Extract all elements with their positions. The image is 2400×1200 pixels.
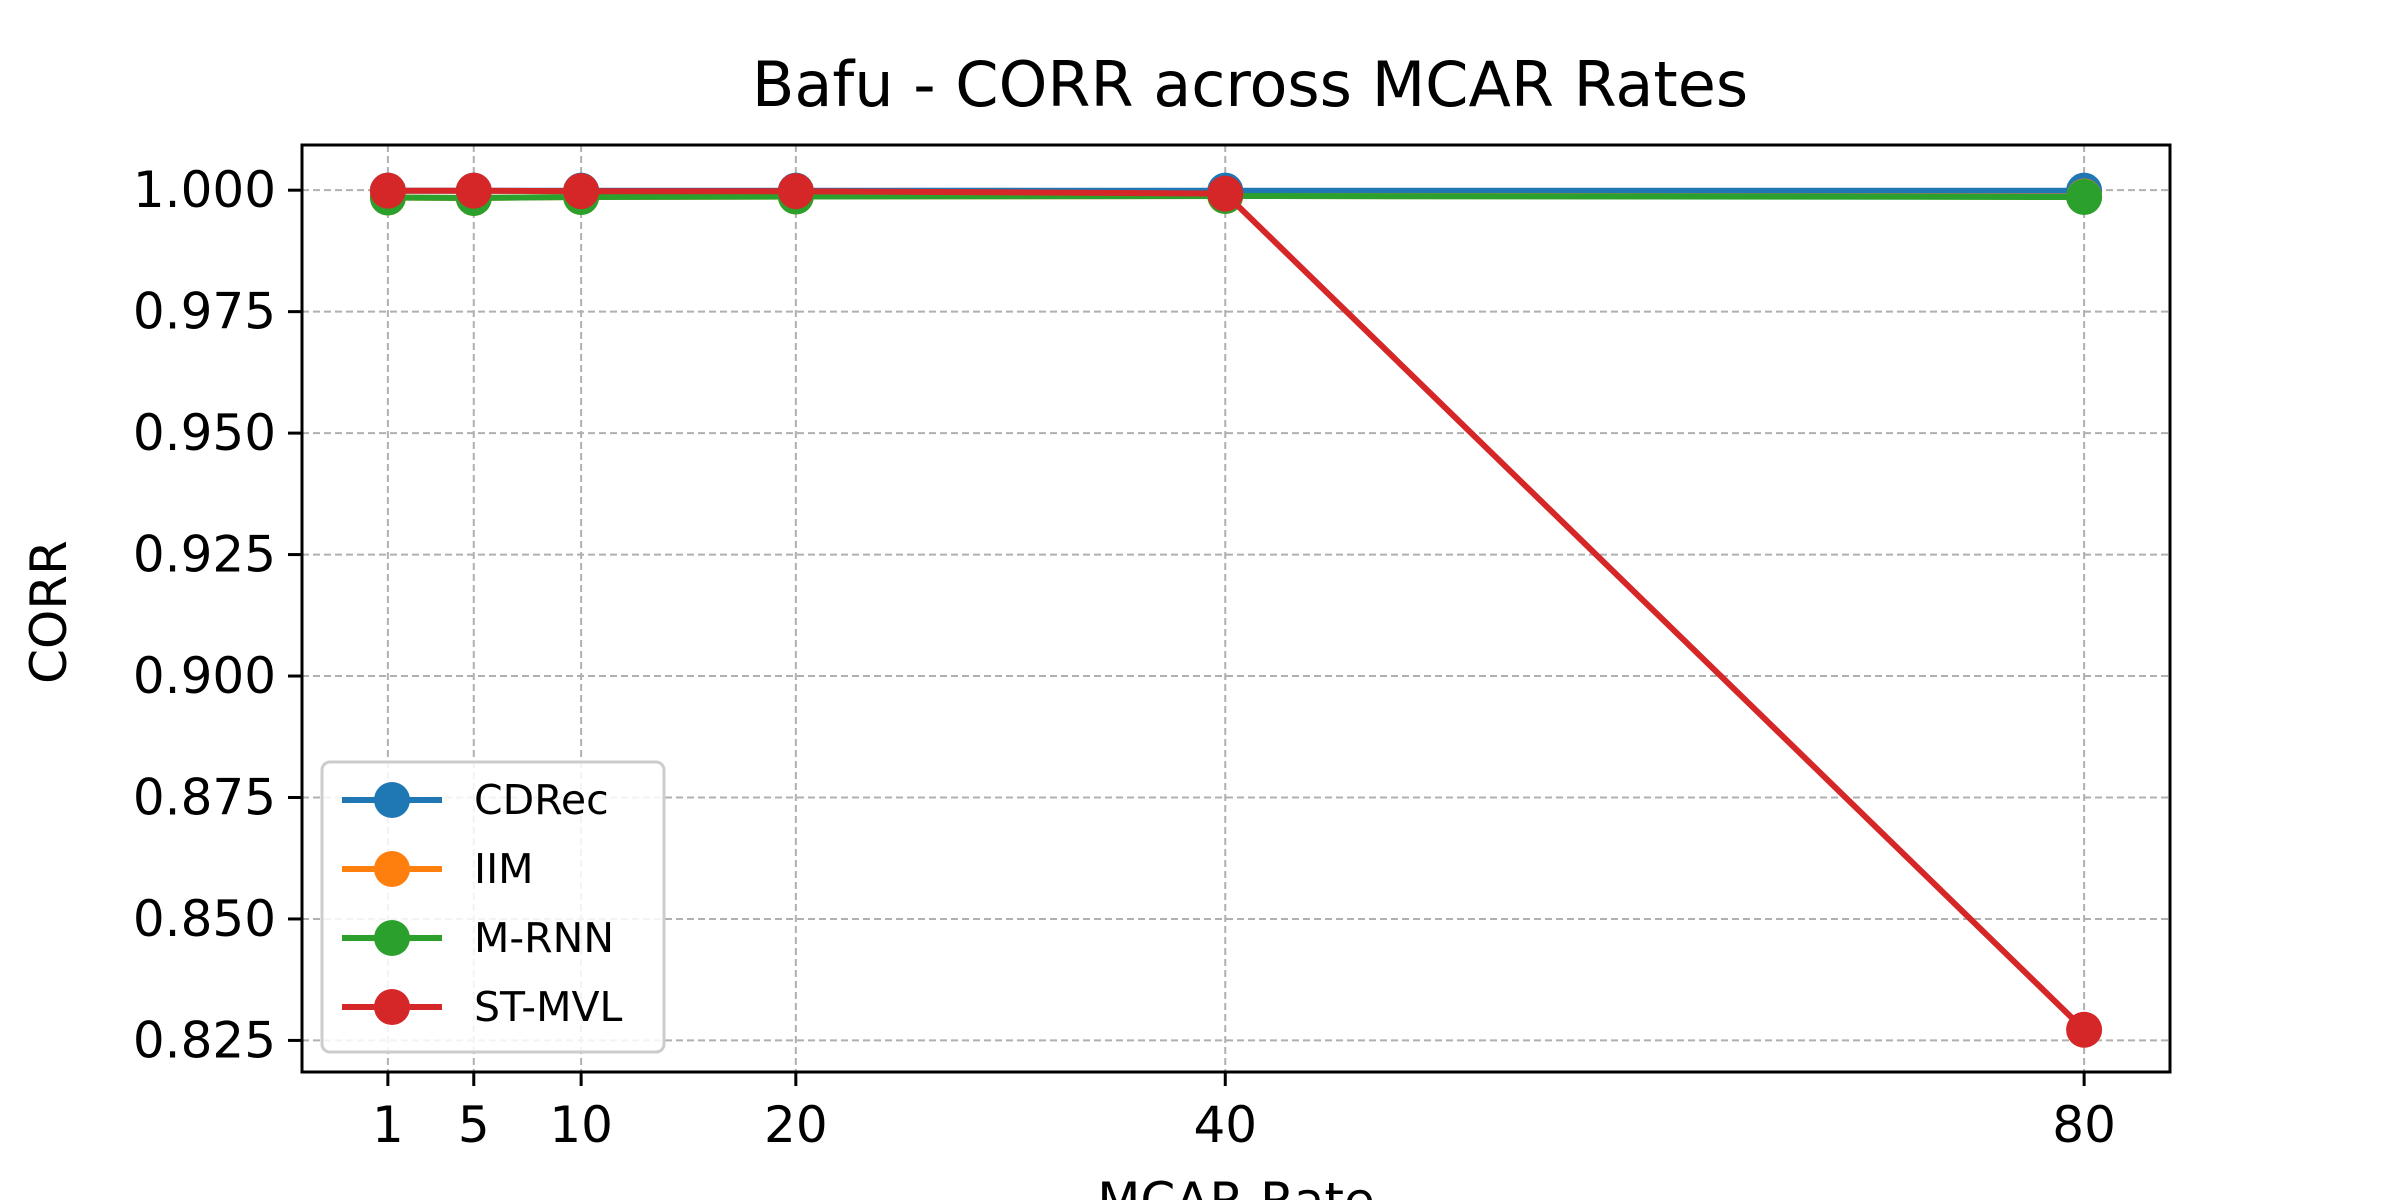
- y-tick-label: 0.975: [133, 283, 276, 341]
- y-axis-label: CORR: [20, 540, 78, 684]
- x-tick-label: 5: [458, 1096, 490, 1154]
- series-layer: [369, 172, 2103, 1048]
- legend-item: ST-MVL: [342, 983, 623, 1031]
- x-tick-label: 1: [372, 1096, 404, 1154]
- y-tick-label: 0.925: [133, 526, 276, 584]
- legend-swatch-marker: [374, 920, 410, 956]
- legend-swatch-marker: [374, 782, 410, 818]
- y-tick-label: 0.900: [133, 647, 276, 705]
- legend: CDRec IIM M-RNN ST-MVL: [320, 760, 666, 1054]
- data-point: [563, 173, 600, 210]
- legend-label: CDRec: [474, 776, 609, 824]
- y-tick-label: 0.875: [133, 768, 276, 826]
- legend-box: [320, 760, 666, 1054]
- data-point: [2066, 1011, 2103, 1048]
- data-point: [455, 172, 492, 209]
- data-point: [369, 172, 406, 209]
- data-point: [2066, 178, 2103, 215]
- x-tick-label: 10: [549, 1096, 613, 1154]
- data-point: [777, 173, 814, 210]
- y-tick-label: 0.950: [133, 404, 276, 462]
- x-tick-label: 20: [764, 1096, 828, 1154]
- legend-swatch-marker: [374, 851, 410, 887]
- legend-label: M-RNN: [474, 914, 614, 962]
- x-tick-label: 80: [2052, 1096, 2116, 1154]
- legend-item: M-RNN: [342, 914, 614, 962]
- x-tick-label: 40: [1193, 1096, 1257, 1154]
- plot-frame: [300, 143, 2172, 1074]
- data-point: [1207, 175, 1244, 212]
- y-tick-label: 0.825: [133, 1011, 276, 1069]
- legend-label: IIM: [474, 845, 534, 893]
- x-axis-label: MCAR Rate: [1097, 1172, 1375, 1200]
- ticks: 1 5 10 20 40 80 0.825 0.850 0.875 0.900 0.925 0.950…: [133, 161, 2116, 1154]
- legend-item: IIM: [342, 845, 534, 893]
- legend-swatch-marker: [374, 989, 410, 1025]
- y-tick-label: 0.850: [133, 890, 276, 948]
- chart-title: Bafu - CORR across MCAR Rates: [752, 48, 1748, 121]
- legend-item: CDRec: [342, 776, 609, 824]
- legend-label: ST-MVL: [474, 983, 623, 1031]
- series-st-mvl: [369, 172, 2103, 1048]
- y-tick-label: 1.000: [133, 161, 276, 219]
